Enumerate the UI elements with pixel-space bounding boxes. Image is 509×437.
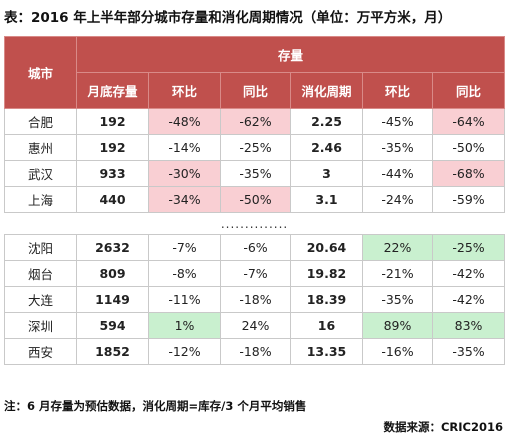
header-group-stock: 存量 (75, 36, 506, 73)
stock-cell: 933 (76, 160, 149, 187)
stock-cell: 594 (76, 312, 149, 339)
stock-mom-cell: -30% (148, 160, 221, 187)
stock-mom-cell: -34% (148, 186, 221, 213)
cycle-cell: 3.1 (290, 186, 363, 213)
table-row: 惠州 192 -14% -25% 2.46 -35% -50% (4, 134, 506, 161)
cycle-yoy-cell: -42% (431, 260, 506, 287)
cycle-mom-cell: -44% (362, 160, 433, 187)
stock-cell: 809 (76, 260, 149, 287)
header-stock-mom: 环比 (148, 72, 221, 109)
header-cycle: 消化周期 (290, 72, 363, 109)
stock-yoy-cell: -62% (220, 108, 291, 135)
cycle-yoy-cell: -64% (431, 108, 506, 135)
cycle-yoy-cell: -50% (431, 134, 506, 161)
stock-yoy-cell: -25% (220, 134, 291, 161)
stock-cell: 192 (76, 134, 149, 161)
cycle-mom-cell: 22% (362, 234, 433, 261)
cycle-mom-cell: 89% (362, 312, 433, 339)
cycle-cell: 20.64 (290, 234, 363, 261)
table-row: 西安 1852 -12% -18% 13.35 -16% -35% (4, 338, 506, 365)
cycle-yoy-cell: -68% (431, 160, 506, 187)
stock-yoy-cell: -18% (220, 338, 291, 365)
cycle-mom-cell: -24% (362, 186, 433, 213)
cycle-cell: 16 (290, 312, 363, 339)
cycle-yoy-cell: -42% (431, 286, 506, 313)
cycle-yoy-cell: -25% (431, 234, 506, 261)
table-row: 合肥 192 -48% -62% 2.25 -45% -64% (4, 108, 506, 135)
stock-yoy-cell: -7% (220, 260, 291, 287)
table-row: 武汉 933 -30% -35% 3 -44% -68% (4, 160, 506, 187)
cycle-yoy-cell: 83% (431, 312, 506, 339)
city-cell: 合肥 (4, 108, 77, 135)
table-title: 表：2016 年上半年部分城市存量和消化周期情况（单位：万平方米，月） (4, 10, 452, 26)
header-cycle-yoy: 同比 (431, 72, 506, 109)
stock-mom-cell: -11% (148, 286, 221, 313)
stock-mom-cell: -14% (148, 134, 221, 161)
footnote: 注：6 月存量为预估数据，消化周期=库存/3 个月平均销售 (4, 399, 307, 413)
header-city: 城市 (4, 36, 77, 109)
city-cell: 深圳 (4, 312, 77, 339)
inventory-table: 城市 存量 月底存量 环比 同比 消化周期 环比 同比 合肥 192 -48% … (3, 36, 506, 365)
stock-yoy-cell: -50% (220, 186, 291, 213)
cycle-cell: 2.25 (290, 108, 363, 135)
cycle-cell: 18.39 (290, 286, 363, 313)
cycle-yoy-cell: -35% (431, 338, 506, 365)
header-month-end-stock: 月底存量 (76, 72, 149, 109)
cycle-cell: 3 (290, 160, 363, 187)
separator-row: .............. (3, 212, 506, 235)
cycle-mom-cell: -35% (362, 134, 433, 161)
table-row: 沈阳 2632 -7% -6% 20.64 22% -25% (4, 234, 506, 261)
stock-cell: 192 (76, 108, 149, 135)
stock-cell: 1852 (76, 338, 149, 365)
stock-cell: 2632 (76, 234, 149, 261)
city-cell: 沈阳 (4, 234, 77, 261)
city-cell: 武汉 (4, 160, 77, 187)
city-cell: 烟台 (4, 260, 77, 287)
cycle-mom-cell: -16% (362, 338, 433, 365)
header-stock-yoy: 同比 (220, 72, 291, 109)
stock-yoy-cell: -6% (220, 234, 291, 261)
stock-mom-cell: -8% (148, 260, 221, 287)
stock-yoy-cell: 24% (220, 312, 291, 339)
stock-mom-cell: 1% (148, 312, 221, 339)
stock-yoy-cell: -35% (220, 160, 291, 187)
table-row: 深圳 594 1% 24% 16 89% 83% (4, 312, 506, 339)
cycle-yoy-cell: -59% (431, 186, 506, 213)
stock-cell: 1149 (76, 286, 149, 313)
table-row: 大连 1149 -11% -18% 18.39 -35% -42% (4, 286, 506, 313)
cycle-cell: 2.46 (290, 134, 363, 161)
stock-cell: 440 (76, 186, 149, 213)
cycle-mom-cell: -35% (362, 286, 433, 313)
cycle-mom-cell: -21% (362, 260, 433, 287)
header-cycle-mom: 环比 (362, 72, 433, 109)
city-cell: 大连 (4, 286, 77, 313)
table-row: 上海 440 -34% -50% 3.1 -24% -59% (4, 186, 506, 213)
city-cell: 惠州 (4, 134, 77, 161)
city-cell: 西安 (4, 338, 77, 365)
stock-mom-cell: -12% (148, 338, 221, 365)
table-row: 烟台 809 -8% -7% 19.82 -21% -42% (4, 260, 506, 287)
separator-dots: .............. (3, 212, 506, 235)
stock-mom-cell: -48% (148, 108, 221, 135)
stock-mom-cell: -7% (148, 234, 221, 261)
cycle-cell: 19.82 (290, 260, 363, 287)
data-source: 数据来源：CRIC2016 (383, 420, 503, 434)
city-cell: 上海 (4, 186, 77, 213)
stock-yoy-cell: -18% (220, 286, 291, 313)
cycle-cell: 13.35 (290, 338, 363, 365)
cycle-mom-cell: -45% (362, 108, 433, 135)
